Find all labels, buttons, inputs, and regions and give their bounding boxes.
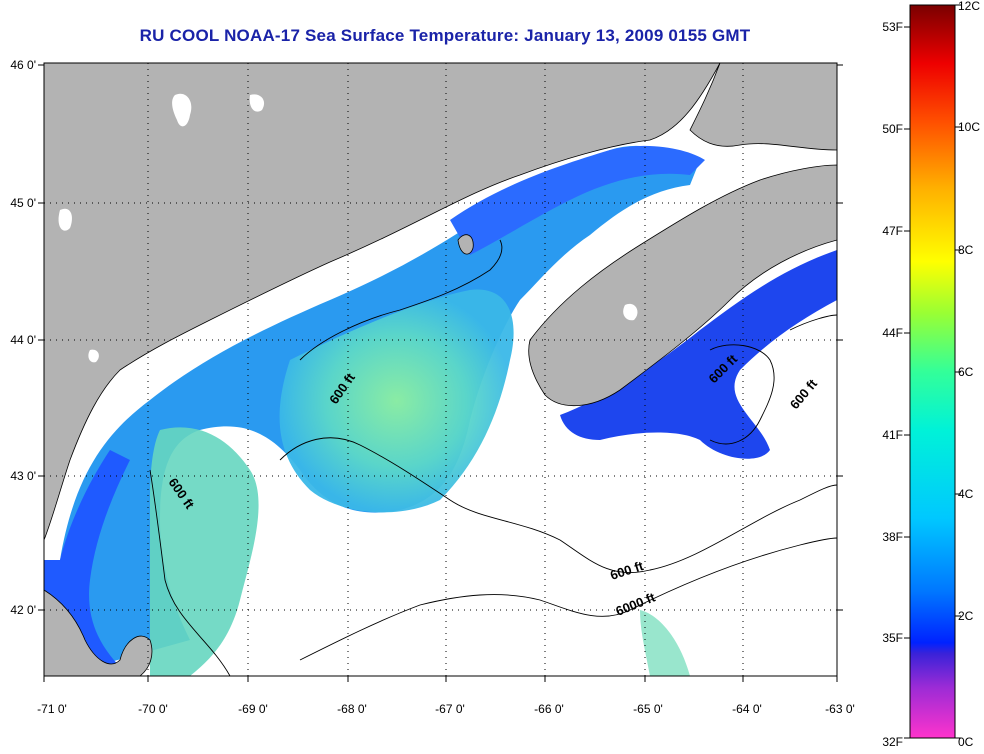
nova-scotia-land bbox=[528, 164, 837, 407]
bay-of-fundy-water bbox=[450, 145, 705, 255]
lakes-layer bbox=[58, 93, 790, 363]
sst-data-layer bbox=[44, 145, 837, 676]
lon-tick-label: -71 0' bbox=[37, 702, 67, 716]
scotian-shelf-water bbox=[560, 250, 837, 459]
lake bbox=[88, 349, 99, 363]
map-content bbox=[44, 63, 837, 676]
colorbar-c-label: 4C bbox=[958, 487, 974, 501]
bathymetry-contours bbox=[149, 239, 837, 676]
lon-tick-label: -70 0' bbox=[138, 702, 168, 716]
warm-center-region bbox=[279, 289, 514, 513]
colorbar-gradient bbox=[909, 4, 956, 739]
new-brunswick-land bbox=[689, 63, 837, 151]
contour-6000ft bbox=[299, 537, 837, 661]
colorbar-c-label: 12C bbox=[958, 0, 980, 13]
lon-tick-label: -65 0' bbox=[633, 702, 663, 716]
lon-tick-label: -69 0' bbox=[238, 702, 268, 716]
lake bbox=[623, 303, 638, 321]
colorbar: 53F 50F 47F 44F 41F 38F 35F 32F 12C 10C … bbox=[882, 0, 980, 749]
colorbar-f-label: 35F bbox=[882, 631, 903, 645]
colorbar-c-label: 2C bbox=[958, 609, 974, 623]
colorbar-f-label: 44F bbox=[882, 326, 903, 340]
lat-tick-label: 42 0' bbox=[10, 603, 36, 617]
cape-cod-land bbox=[44, 589, 153, 676]
lon-tick-label: -67 0' bbox=[435, 702, 465, 716]
lon-tick-label: -63 0' bbox=[825, 702, 855, 716]
offshore-data-patch bbox=[640, 610, 690, 676]
lake bbox=[172, 93, 192, 127]
colorbar-c-label: 8C bbox=[958, 243, 974, 257]
contour-600ft-scotian bbox=[709, 344, 775, 445]
colorbar-f-label: 32F bbox=[882, 735, 903, 749]
colorbar-c-label: 6C bbox=[958, 365, 974, 379]
axis-ticks bbox=[38, 64, 843, 682]
latitude-labels: 46 0' 45 0' 44 0' 43 0' 42 0' bbox=[10, 58, 36, 617]
graticule bbox=[44, 63, 837, 676]
lat-tick-label: 44 0' bbox=[10, 333, 36, 347]
contour-600ft-south bbox=[279, 437, 837, 574]
lat-tick-label: 45 0' bbox=[10, 196, 36, 210]
lon-tick-label: -68 0' bbox=[337, 702, 367, 716]
lat-tick-label: 46 0' bbox=[10, 58, 36, 72]
contour-600ft-east bbox=[789, 314, 837, 331]
lake bbox=[249, 94, 265, 112]
contour-600ft-central bbox=[299, 239, 503, 361]
map-border bbox=[43, 62, 838, 677]
lon-tick-label: -64 0' bbox=[732, 702, 762, 716]
lake bbox=[58, 208, 72, 231]
colorbar-c-label: 0C bbox=[958, 735, 974, 749]
colorbar-f-label: 47F bbox=[882, 224, 903, 238]
longitude-labels: -71 0' -70 0' -69 0' -68 0' -67 0' -66 0… bbox=[37, 702, 855, 716]
colorbar-c-label: 10C bbox=[958, 120, 980, 134]
grand-manan-island bbox=[457, 234, 474, 255]
colorbar-f-label: 53F bbox=[882, 20, 903, 34]
contour-600ft-west bbox=[149, 469, 231, 676]
map-title: RU COOL NOAA-17 Sea Surface Temperature:… bbox=[139, 26, 751, 45]
coastal-warm-patch bbox=[150, 427, 259, 676]
lat-tick-label: 43 0' bbox=[10, 469, 36, 483]
colorbar-f-label: 50F bbox=[882, 122, 903, 136]
land-layer bbox=[44, 63, 837, 676]
colorbar-f-label: 41F bbox=[882, 428, 903, 442]
lon-tick-label: -66 0' bbox=[534, 702, 564, 716]
lake bbox=[700, 147, 790, 172]
colorbar-f-label: 38F bbox=[882, 530, 903, 544]
new-england-land bbox=[44, 63, 721, 541]
